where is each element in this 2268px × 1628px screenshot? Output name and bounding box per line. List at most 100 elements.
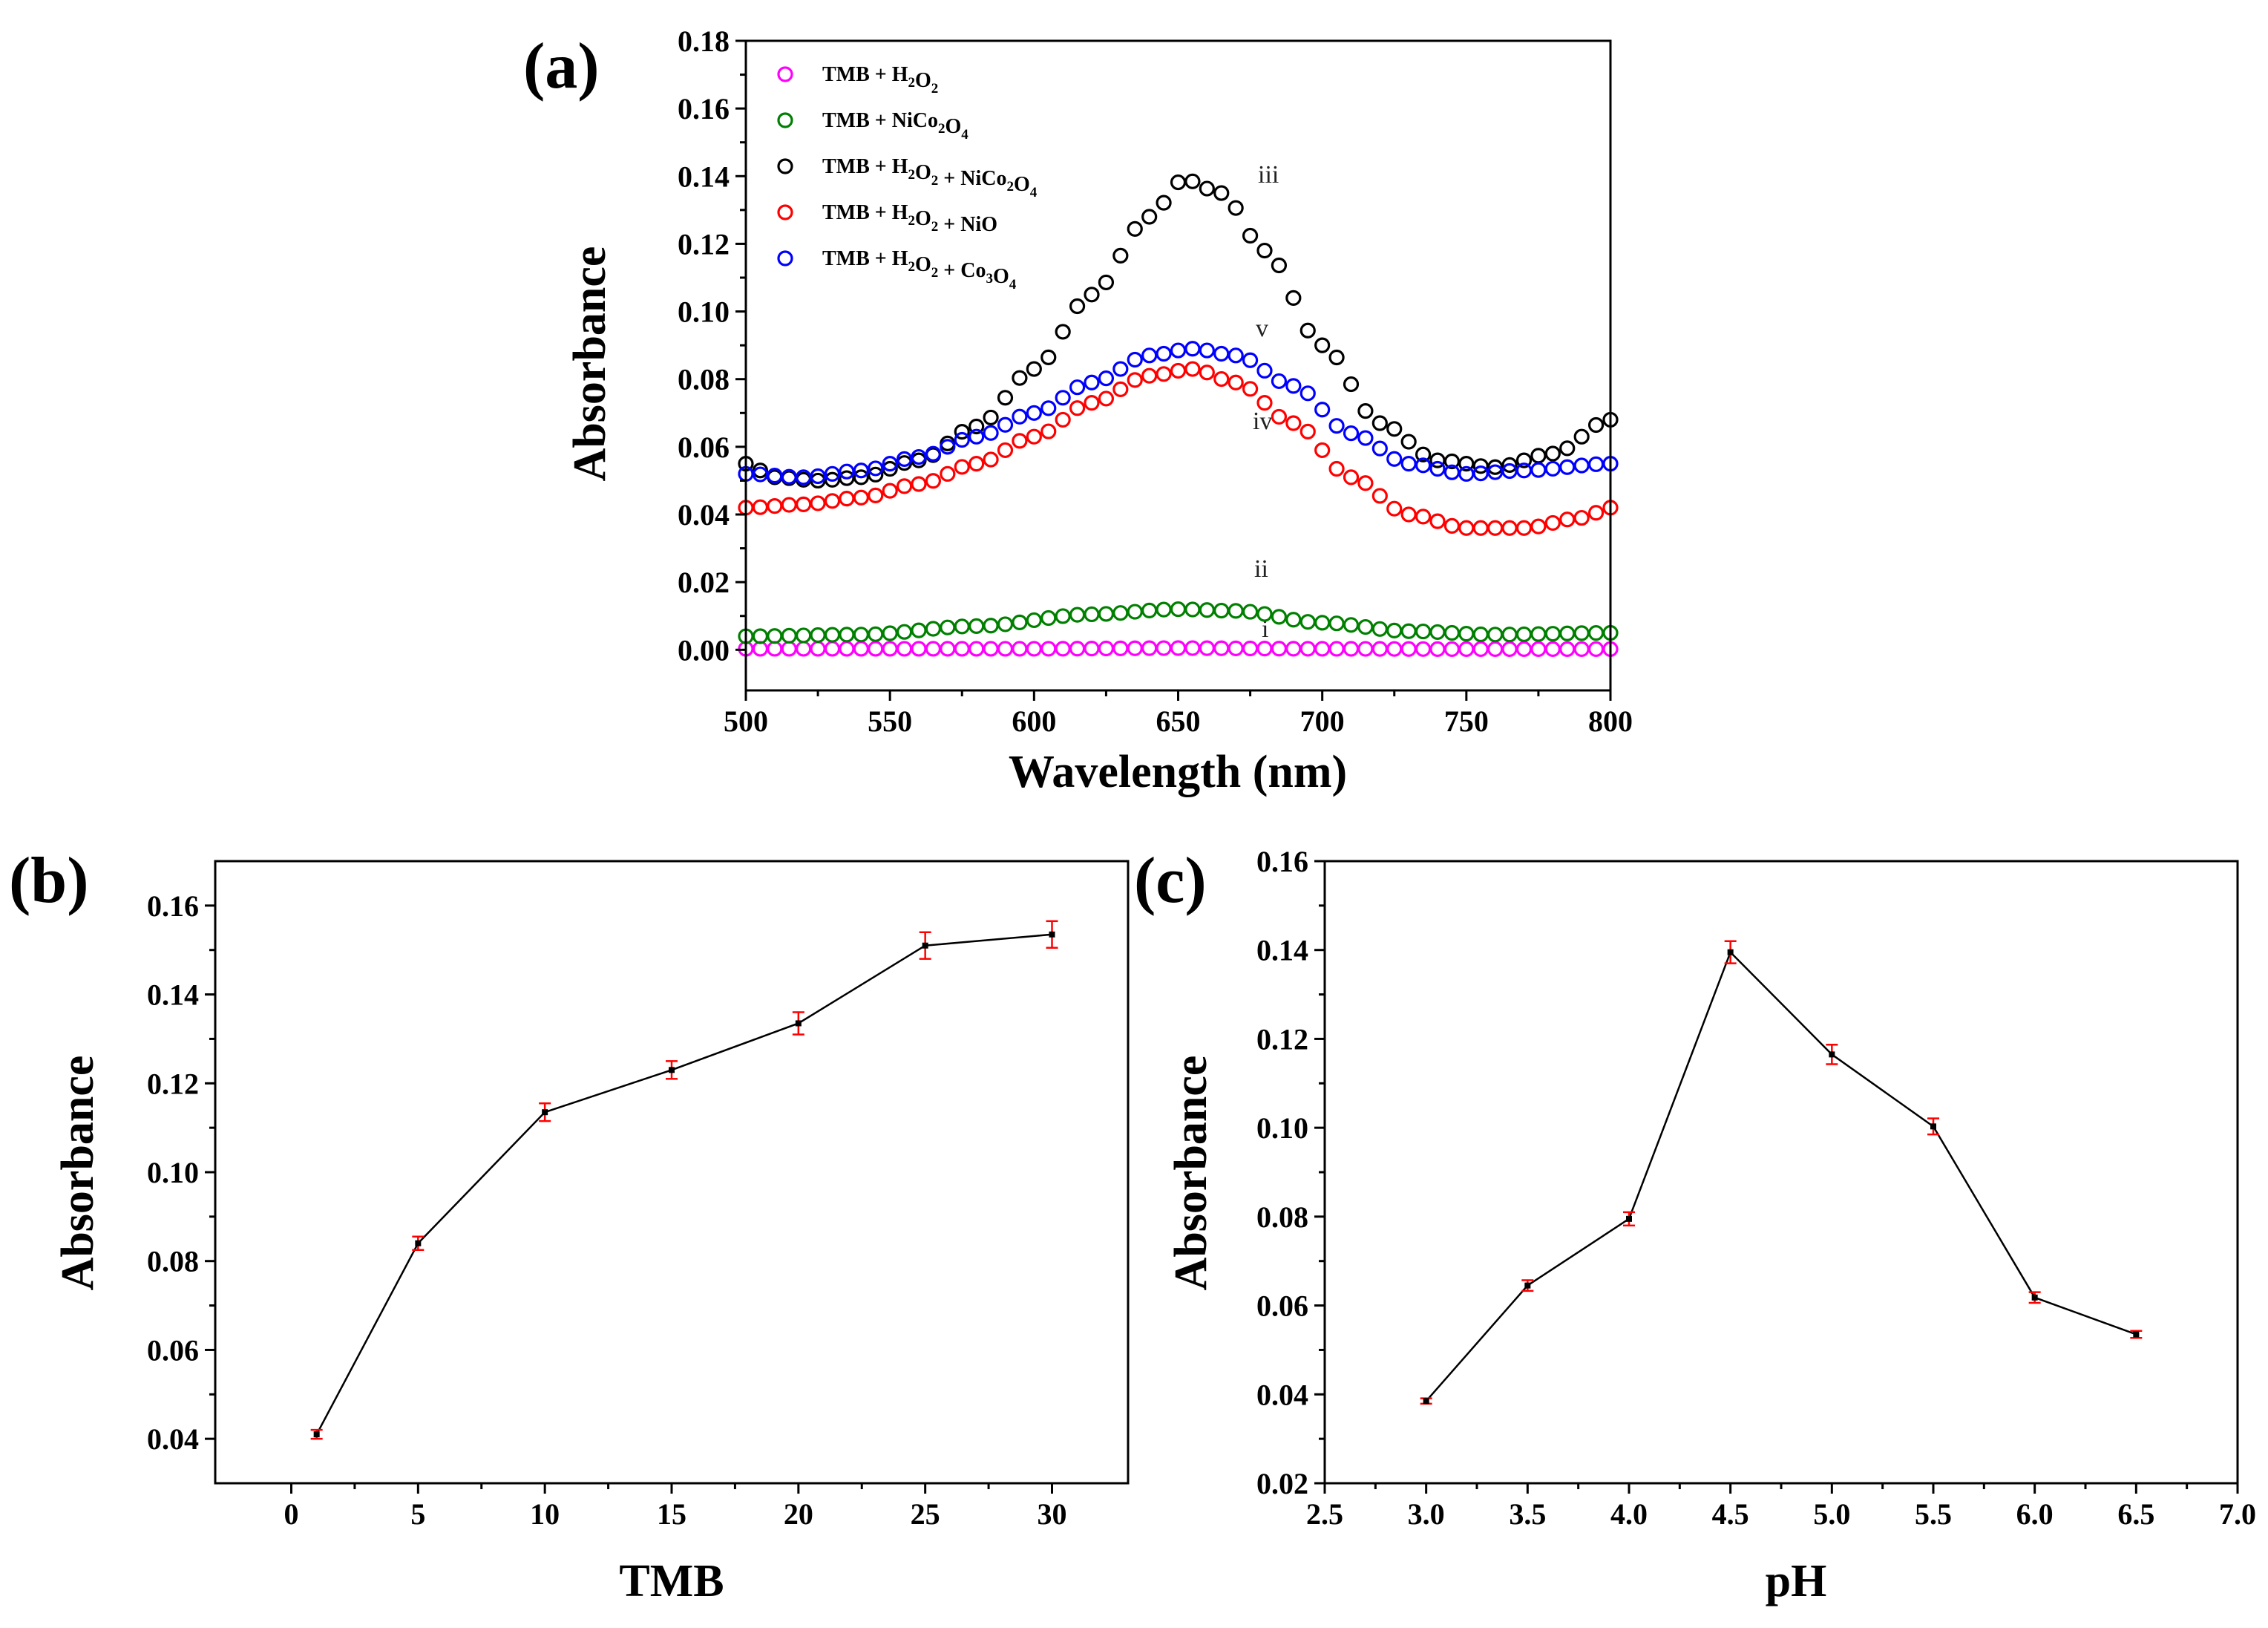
data-point-v <box>1127 351 1143 368</box>
data-point-iii <box>1055 324 1071 340</box>
data-point-iv <box>752 499 769 515</box>
data-point-v <box>1573 457 1590 474</box>
data-point-iii <box>1400 434 1417 450</box>
data-point-iv <box>940 465 956 482</box>
panel-b-y-tick-label: 0.06 <box>147 1333 199 1367</box>
panel-c-y-axis-title: Absorbance <box>1166 1056 1216 1291</box>
data-point-iv <box>1012 433 1028 449</box>
data-point-ii <box>954 618 970 635</box>
panel-c-frame <box>1323 860 2239 1485</box>
panel-b-y-tick-label: 0.10 <box>147 1156 199 1189</box>
data-point-i <box>1357 641 1374 657</box>
data-point-iv <box>1242 381 1259 397</box>
data-point-v <box>1587 456 1605 472</box>
data-point-i <box>1415 641 1432 657</box>
data-point-i <box>796 641 812 657</box>
data-point-iii <box>1026 361 1042 377</box>
data-point-ii <box>1170 601 1187 618</box>
panel-b-series-line <box>315 933 1052 1435</box>
curve-label-iii: iii <box>1258 161 1279 189</box>
data-point-ii <box>1386 622 1403 639</box>
data-point-iii <box>1487 459 1504 475</box>
data-point-iv <box>1256 395 1273 411</box>
data-point-v <box>1314 402 1331 418</box>
panel-c-x-tick-label: 4.0 <box>1610 1497 1648 1531</box>
data-point-iv <box>1487 520 1504 536</box>
data-point-i <box>1343 641 1360 657</box>
data-point-iii <box>1559 440 1576 457</box>
panel-b-data-point <box>919 931 931 960</box>
panel-c-data-point <box>1927 1117 1939 1136</box>
data-point-i <box>1112 640 1129 656</box>
data-point-iii <box>1544 445 1561 462</box>
legend-label-v: TMB + H2O2 + Co3O4 <box>822 247 1017 292</box>
data-point-ii <box>896 624 913 640</box>
data-point-ii <box>1256 606 1273 622</box>
data-point-v <box>997 416 1014 433</box>
data-point-v <box>1012 408 1028 425</box>
data-point-v <box>853 462 869 479</box>
data-point-i <box>1299 641 1316 657</box>
panel-a-x-tick-label: 750 <box>1444 705 1489 738</box>
data-point-v <box>1055 390 1071 406</box>
data-marker <box>2031 1294 2038 1301</box>
data-point-iv <box>1084 395 1100 411</box>
data-point-iii <box>1141 209 1158 225</box>
data-point-iii <box>1256 242 1273 259</box>
panel-a-y-tick-label: 0.08 <box>678 363 730 396</box>
data-point-ii <box>781 627 797 644</box>
panel-a-y-tick-label: 0.06 <box>678 431 730 464</box>
data-point-iii <box>1012 370 1028 386</box>
legend-marker-iii <box>777 158 793 174</box>
panel-a-legend: TMB + H2O2 TMB + NiCo2O4 TMB + H2O2 + NiCo… <box>777 63 1038 292</box>
data-point-v <box>868 460 884 477</box>
data-marker <box>922 942 928 949</box>
data-point-i <box>1530 641 1547 658</box>
data-point-i <box>1242 640 1259 657</box>
data-point-iii <box>1443 453 1461 470</box>
data-point-ii <box>940 619 956 635</box>
legend-entry-v: TMB + H2O2 + Co3O4 <box>777 247 1017 292</box>
data-point-iii <box>1228 200 1244 216</box>
panel-c-x-tick-label: 3.0 <box>1408 1497 1445 1531</box>
data-point-v <box>1112 361 1129 377</box>
data-point-iv <box>1357 475 1374 491</box>
data-point-i <box>969 641 985 657</box>
data-point-v <box>925 445 942 462</box>
panel-c-data-point <box>2130 1330 2143 1339</box>
panel-a-y-tick-label: 0.00 <box>678 633 730 667</box>
legend-entry-ii: TMB + NiCo2O4 <box>777 109 969 143</box>
panel-a-y-tick-label: 0.12 <box>678 227 730 261</box>
data-point-v <box>1199 342 1215 359</box>
panel-b-y-tick-label: 0.04 <box>147 1422 199 1456</box>
data-point-iv <box>1472 520 1489 536</box>
data-point-ii <box>1055 608 1071 624</box>
data-point-ii <box>1112 605 1129 621</box>
data-point-iii <box>954 424 970 440</box>
data-point-iv <box>882 483 898 499</box>
data-point-iii <box>868 466 884 483</box>
data-point-iv <box>853 489 869 506</box>
panel-c-x-tick-label: 2.5 <box>1306 1497 1343 1531</box>
data-point-ii <box>1199 602 1215 618</box>
data-point-iv <box>1285 415 1302 431</box>
panel-a-x-tick-label: 600 <box>1012 705 1056 738</box>
data-point-iii <box>1314 337 1331 353</box>
data-point-iv <box>1544 514 1561 532</box>
data-point-iii <box>1170 174 1187 191</box>
data-point-i <box>810 641 826 657</box>
data-point-iv <box>1127 372 1143 388</box>
data-point-ii <box>1127 604 1143 620</box>
series-v <box>738 341 1619 486</box>
data-point-ii <box>1012 614 1028 630</box>
data-point-i <box>896 641 913 657</box>
data-point-v <box>1084 374 1100 390</box>
panel-a-y-axis-title: Absorbance <box>565 246 615 482</box>
data-point-i <box>911 641 927 657</box>
data-marker <box>1626 1215 1632 1222</box>
data-point-iii <box>1069 298 1086 315</box>
panel-a-y-tick-label: 0.16 <box>678 92 730 125</box>
data-point-iv <box>1040 423 1057 439</box>
data-point-iii <box>1040 349 1057 365</box>
